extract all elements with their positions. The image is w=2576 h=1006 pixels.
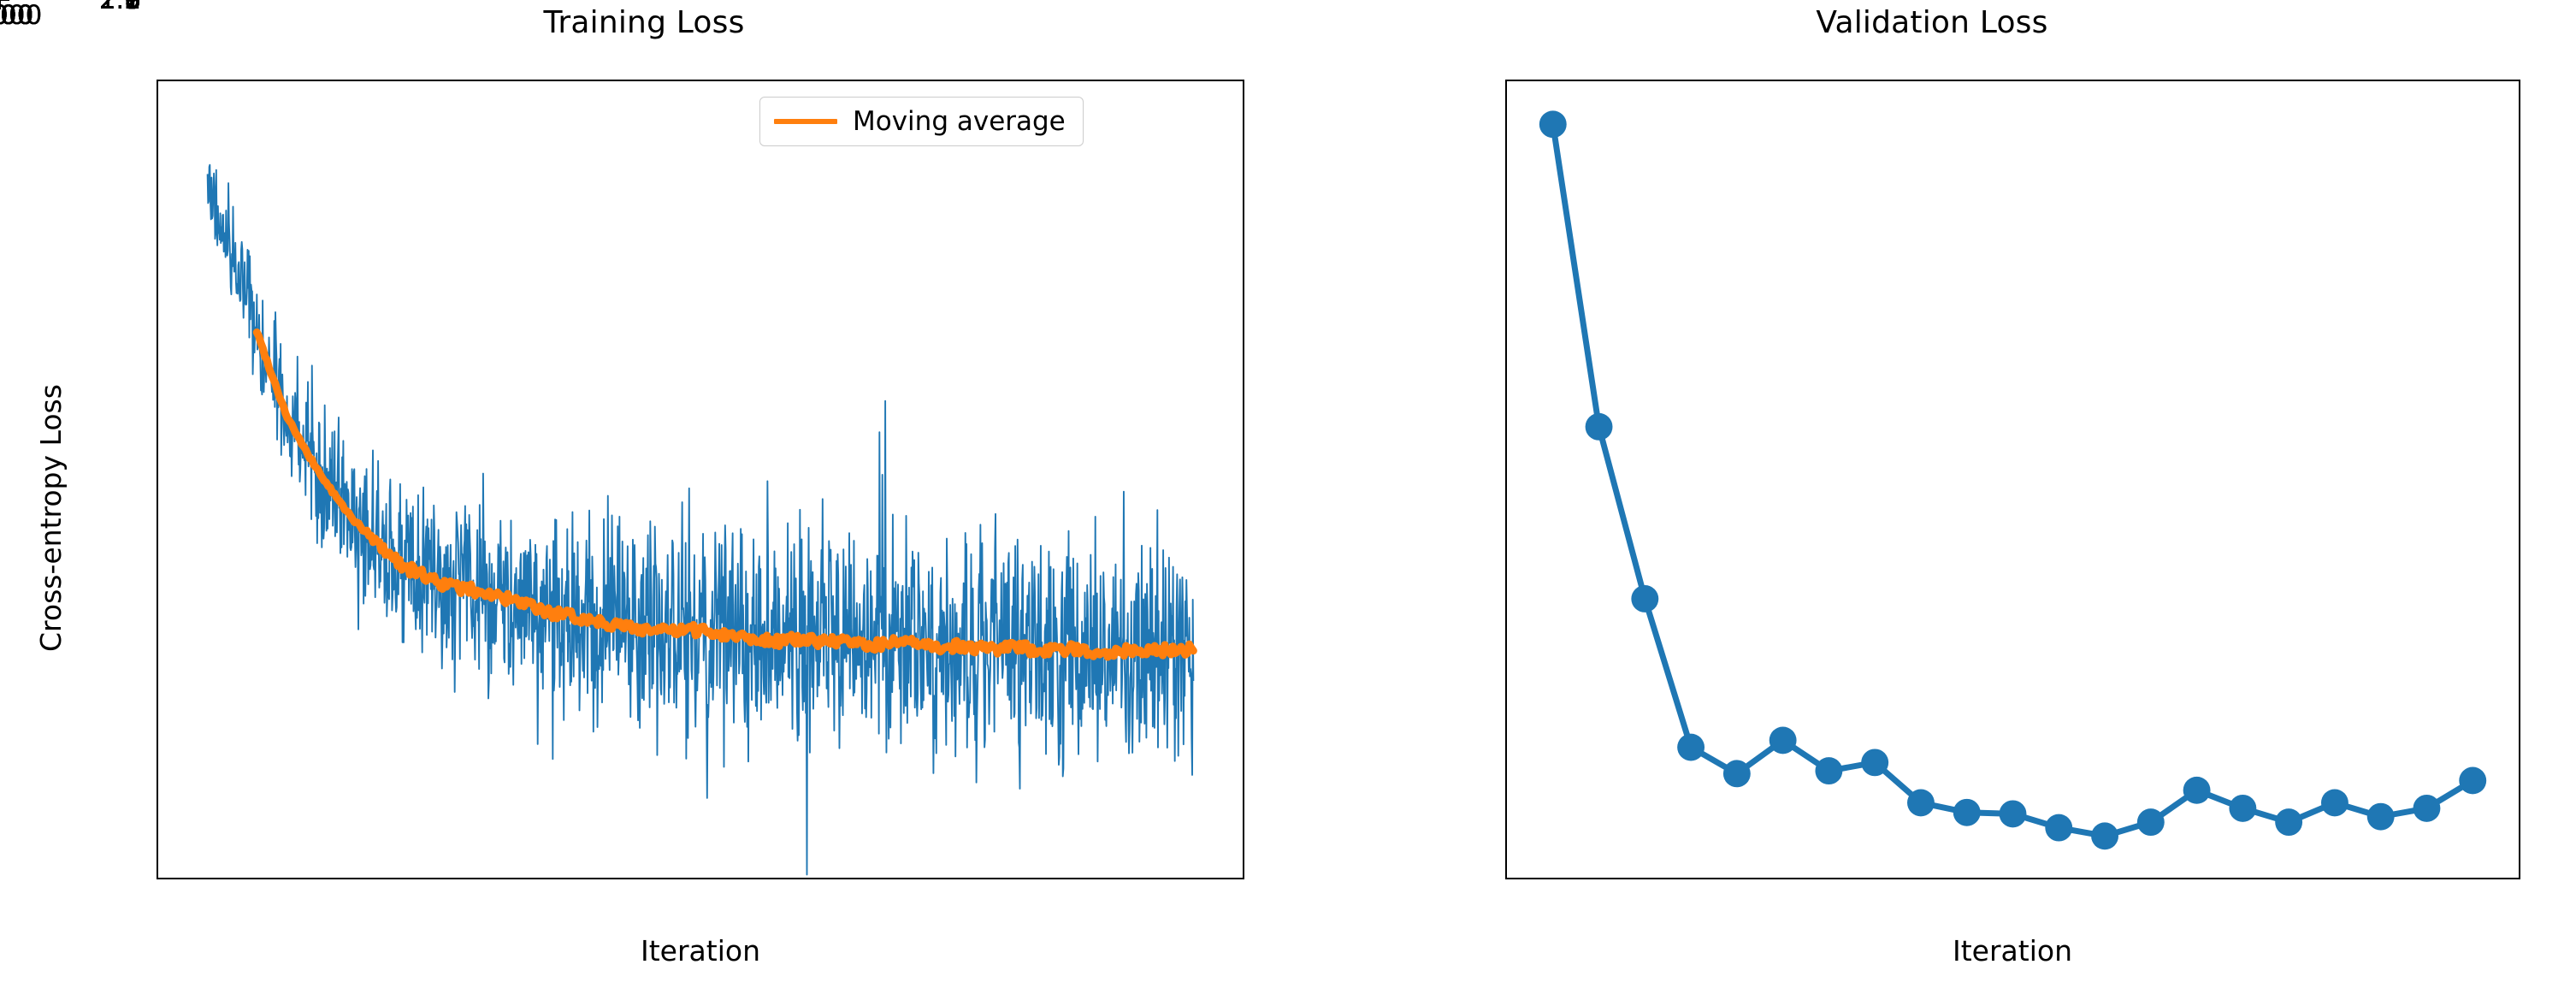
x-tick-label: 4000	[0, 0, 34, 31]
x-tick-label: 4000	[0, 0, 34, 31]
validation-data-point-marker	[2183, 776, 2211, 804]
validation-data-point-marker	[1677, 733, 1705, 761]
legend-line-swatch-moving-average	[774, 119, 837, 124]
y-tick-label: 2.1	[98, 0, 141, 15]
y-tick-label: 2.2	[98, 0, 141, 15]
validation-data-point-marker	[2320, 789, 2349, 817]
validation-data-point-marker	[1861, 749, 1889, 777]
x-tick-label: 10000	[0, 0, 43, 31]
y-tick-label: 1.7	[98, 0, 141, 15]
x-tick-label: 8000	[0, 0, 34, 31]
validation-data-point-marker	[2366, 802, 2395, 831]
validation-data-point-marker	[2136, 808, 2165, 837]
y-tick-label: 1.9	[98, 0, 141, 15]
panel-validation-loss: Validation Loss	[1288, 0, 2576, 1006]
validation-plot-title: Validation Loss	[1816, 5, 2048, 40]
x-tick-label: 8000	[0, 0, 34, 31]
validation-data-point-marker	[1722, 760, 1751, 788]
validation-data-point-marker	[1539, 110, 1567, 139]
validation-loss-line	[1550, 121, 2476, 839]
y-tick-label: 2.1	[98, 0, 141, 15]
validation-data-point-marker	[1953, 798, 1981, 826]
y-tick-label: 1.9	[98, 0, 141, 15]
x-tick-label: 2000	[0, 0, 34, 31]
validation-data-point-marker	[2045, 814, 2073, 842]
training-plot-legend[interactable]: Moving average	[759, 97, 1084, 146]
panel-training-loss: Training Loss 2.22.12.01.91.81.71.61.5 02…	[0, 0, 1244, 968]
y-tick-label: 2.2	[98, 0, 141, 15]
x-tick-mark	[0, 0, 2, 9]
training-plot-axes	[157, 80, 1244, 879]
x-tick-label: 2000	[0, 0, 34, 31]
validation-data-point-marker	[2275, 808, 2303, 837]
x-tick-label: 6000	[0, 0, 34, 31]
y-tick-label: 1.5	[98, 0, 141, 15]
validation-data-point-marker	[2413, 794, 2441, 822]
y-tick-label: 1.7	[98, 0, 141, 15]
y-tick-label: 1.8	[98, 0, 141, 15]
validation-data-point-marker	[1907, 789, 1935, 817]
y-tick-mark	[0, 0, 9, 2]
validation-plot-axes	[1505, 80, 2520, 879]
x-tick-label: 10000	[0, 0, 43, 31]
validation-x-axis-label: Iteration	[1953, 934, 2072, 968]
validation-data-point-marker	[1585, 412, 1613, 441]
y-tick-label: 1.6	[98, 0, 141, 15]
training-x-axis-label: Iteration	[641, 934, 760, 968]
training-plot-title: Training Loss	[543, 5, 745, 40]
y-tick-label: 2.0	[98, 0, 141, 15]
y-tick-label: 1.8	[98, 0, 141, 15]
validation-data-point-marker	[2091, 822, 2118, 850]
validation-loss-plot-area	[1539, 110, 2487, 850]
training-raw-loss-line	[206, 163, 1195, 876]
validation-data-point-marker	[2459, 766, 2487, 795]
validation-data-point-marker	[2229, 794, 2257, 822]
validation-data-point-marker	[1631, 585, 1659, 612]
training-moving-average-line	[252, 328, 1197, 661]
validation-data-point-marker	[1999, 800, 2027, 828]
x-tick-label: 0	[0, 0, 9, 31]
training-y-axis-label: Cross-entropy Loss	[34, 384, 68, 652]
legend-label-moving-average: Moving average	[853, 106, 1066, 137]
validation-data-point-marker	[1769, 726, 1797, 754]
training-loss-plot-area	[206, 163, 1197, 876]
validation-data-point-marker	[1815, 757, 1843, 785]
y-tick-label: 2.0	[98, 0, 141, 15]
x-tick-label: 0	[0, 0, 9, 31]
x-tick-label: 6000	[0, 0, 34, 31]
